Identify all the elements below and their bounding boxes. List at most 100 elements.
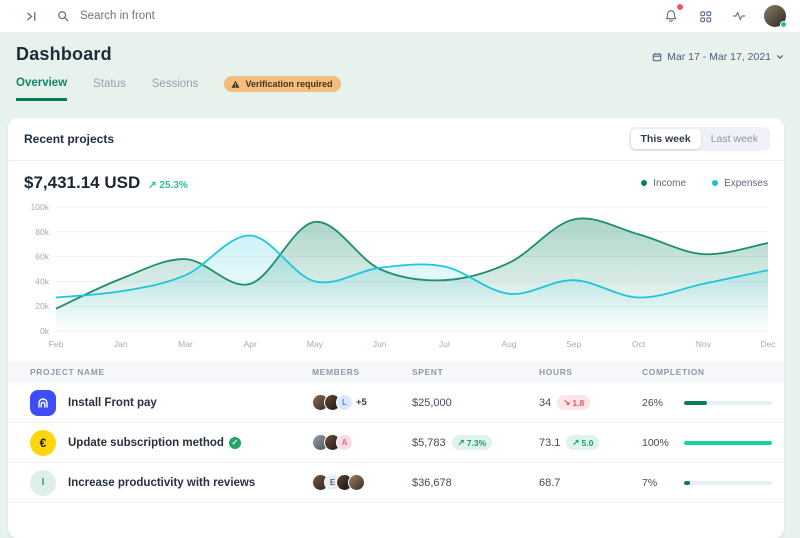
col-completion: COMPLETION bbox=[642, 367, 705, 377]
completion-percent: 7% bbox=[642, 476, 658, 489]
week-toggle: This week Last week bbox=[628, 127, 770, 151]
project-name-label: Install Front pay bbox=[68, 396, 157, 409]
activity-icon[interactable] bbox=[730, 7, 748, 25]
trend-up-icon: ↗ bbox=[148, 180, 157, 191]
page-title: Dashboard bbox=[16, 44, 112, 64]
spent-cell: $25,000 bbox=[412, 397, 539, 409]
user-avatar[interactable] bbox=[764, 5, 787, 28]
member-avatar[interactable] bbox=[348, 474, 365, 491]
x-axis-tick: Sep bbox=[566, 339, 581, 349]
date-range-picker[interactable]: Mar 17 - Mar 17, 2021 bbox=[651, 51, 784, 63]
table-row[interactable]: € Update subscription method ✓ A $5,783 ↗ 7.3… bbox=[8, 423, 784, 463]
table-header: PROJECT NAME MEMBERS SPENT HOURS COMPLET… bbox=[8, 361, 784, 383]
verification-badge-label: Verification required bbox=[245, 79, 333, 89]
project-name-label: Update subscription method bbox=[68, 436, 224, 449]
more-members-label[interactable]: +5 bbox=[356, 397, 367, 408]
search-input[interactable] bbox=[80, 10, 320, 22]
progress-bar bbox=[684, 480, 772, 485]
progress-bar bbox=[684, 400, 772, 405]
expenses-line bbox=[55, 234, 769, 299]
legend-expenses: Expenses bbox=[712, 178, 768, 189]
y-axis-tick: 0k bbox=[40, 326, 50, 336]
col-spent: SPENT bbox=[412, 367, 444, 377]
col-hours: HOURS bbox=[539, 367, 573, 377]
check-verified-icon: ✓ bbox=[228, 436, 241, 449]
trend-up-icon: ↗ bbox=[572, 437, 580, 447]
x-axis-tick: Nov bbox=[696, 339, 712, 349]
hours-value: 34 bbox=[539, 396, 552, 409]
hours-trend-badge: ↘ 1.8 bbox=[557, 395, 591, 410]
spent-value: $36,678 bbox=[412, 476, 452, 489]
trend-up-icon: ↗ bbox=[457, 437, 465, 447]
completion-cell: 26% bbox=[642, 397, 772, 409]
expenses-area bbox=[56, 235, 768, 331]
tab-overview[interactable]: Overview bbox=[16, 77, 68, 101]
col-members: MEMBERS bbox=[312, 367, 360, 377]
spent-trend-badge: ↗ 7.3% bbox=[451, 435, 493, 450]
tab-sessions[interactable]: Sessions bbox=[151, 78, 199, 90]
growth-badge: ↗ 25.3% bbox=[148, 180, 188, 191]
legend-income: Income bbox=[641, 178, 686, 189]
expenses-dot-icon bbox=[712, 180, 719, 186]
x-axis-tick: May bbox=[307, 339, 324, 349]
apps-grid-icon[interactable] bbox=[696, 7, 714, 25]
member-avatar[interactable]: L bbox=[336, 394, 353, 411]
x-axis-tick: Aug bbox=[502, 339, 517, 349]
table-row[interactable]: Install Front pay L +5 $25,000 34 ↘ 1.8 26% bbox=[8, 383, 784, 423]
y-axis-tick: 60k bbox=[35, 252, 49, 262]
progress-bar bbox=[684, 440, 772, 445]
hours-value: 68.7 bbox=[539, 476, 561, 489]
verification-required-badge[interactable]: Verification required bbox=[224, 76, 342, 92]
x-axis-tick: Dec bbox=[760, 339, 776, 349]
x-axis-tick: Jul bbox=[439, 339, 450, 349]
total-amount: $7,431.14 USD bbox=[24, 173, 141, 192]
x-axis-tick: Apr bbox=[244, 339, 257, 349]
member-avatar[interactable]: A bbox=[336, 434, 353, 451]
hours-cell: 34 ↘ 1.8 bbox=[539, 395, 642, 410]
last-week-button[interactable]: Last week bbox=[701, 129, 768, 149]
tab-bar: Overview Status Sessions Verification re… bbox=[16, 76, 342, 101]
warning-icon bbox=[231, 80, 240, 88]
spent-cell: $5,783 ↗ 7.3% bbox=[412, 435, 539, 450]
spent-cell: $36,678 bbox=[412, 477, 539, 489]
y-axis-tick: 80k bbox=[35, 227, 49, 237]
income-line bbox=[55, 217, 769, 310]
calendar-icon bbox=[651, 52, 662, 63]
progress-bar-fill bbox=[684, 440, 772, 445]
completion-cell: 100% bbox=[642, 437, 772, 449]
hours-cell: 68.7 bbox=[539, 477, 642, 489]
this-week-button[interactable]: This week bbox=[630, 129, 701, 149]
project-name: Install Front pay bbox=[68, 397, 157, 409]
notification-dot bbox=[677, 4, 683, 10]
x-axis-tick: Oct bbox=[632, 339, 646, 349]
y-axis-tick: 40k bbox=[35, 276, 49, 286]
project-name: Increase productivity with reviews bbox=[68, 477, 255, 489]
completion-percent: 100% bbox=[642, 436, 669, 449]
hours-trend-badge: ↗ 5.0 bbox=[566, 435, 600, 450]
date-range-label: Mar 17 - Mar 17, 2021 bbox=[667, 51, 771, 63]
chart-legend: Income Expenses bbox=[641, 178, 768, 189]
spent-value: $5,783 bbox=[412, 436, 446, 449]
project-name-label: Increase productivity with reviews bbox=[68, 476, 256, 489]
table-row[interactable]: I Increase productivity with reviews E $36,… bbox=[8, 463, 784, 503]
x-axis-tick: Jun bbox=[373, 339, 387, 349]
members-cell: A bbox=[312, 434, 412, 451]
members-cell: L +5 bbox=[312, 394, 412, 411]
recent-projects-card: Recent projects This week Last week $7,4… bbox=[8, 118, 784, 538]
project-name-cell: € Update subscription method ✓ bbox=[30, 429, 312, 456]
sidebar-collapse-icon[interactable] bbox=[22, 7, 40, 25]
members-cell: E bbox=[312, 474, 412, 491]
y-axis-tick: 20k bbox=[35, 301, 49, 311]
chevron-down-icon bbox=[776, 53, 784, 61]
search-bar[interactable] bbox=[54, 7, 662, 25]
card-title: Recent projects bbox=[24, 132, 115, 146]
top-bar bbox=[0, 0, 800, 32]
x-axis-tick: Mar bbox=[178, 339, 193, 349]
project-icon: € bbox=[30, 429, 56, 456]
y-axis-tick: 100k bbox=[31, 202, 50, 212]
search-icon bbox=[54, 7, 72, 25]
online-status-dot bbox=[780, 21, 787, 28]
notifications-bell-icon[interactable] bbox=[662, 4, 683, 25]
project-icon bbox=[30, 389, 56, 416]
tab-status[interactable]: Status bbox=[93, 78, 126, 90]
